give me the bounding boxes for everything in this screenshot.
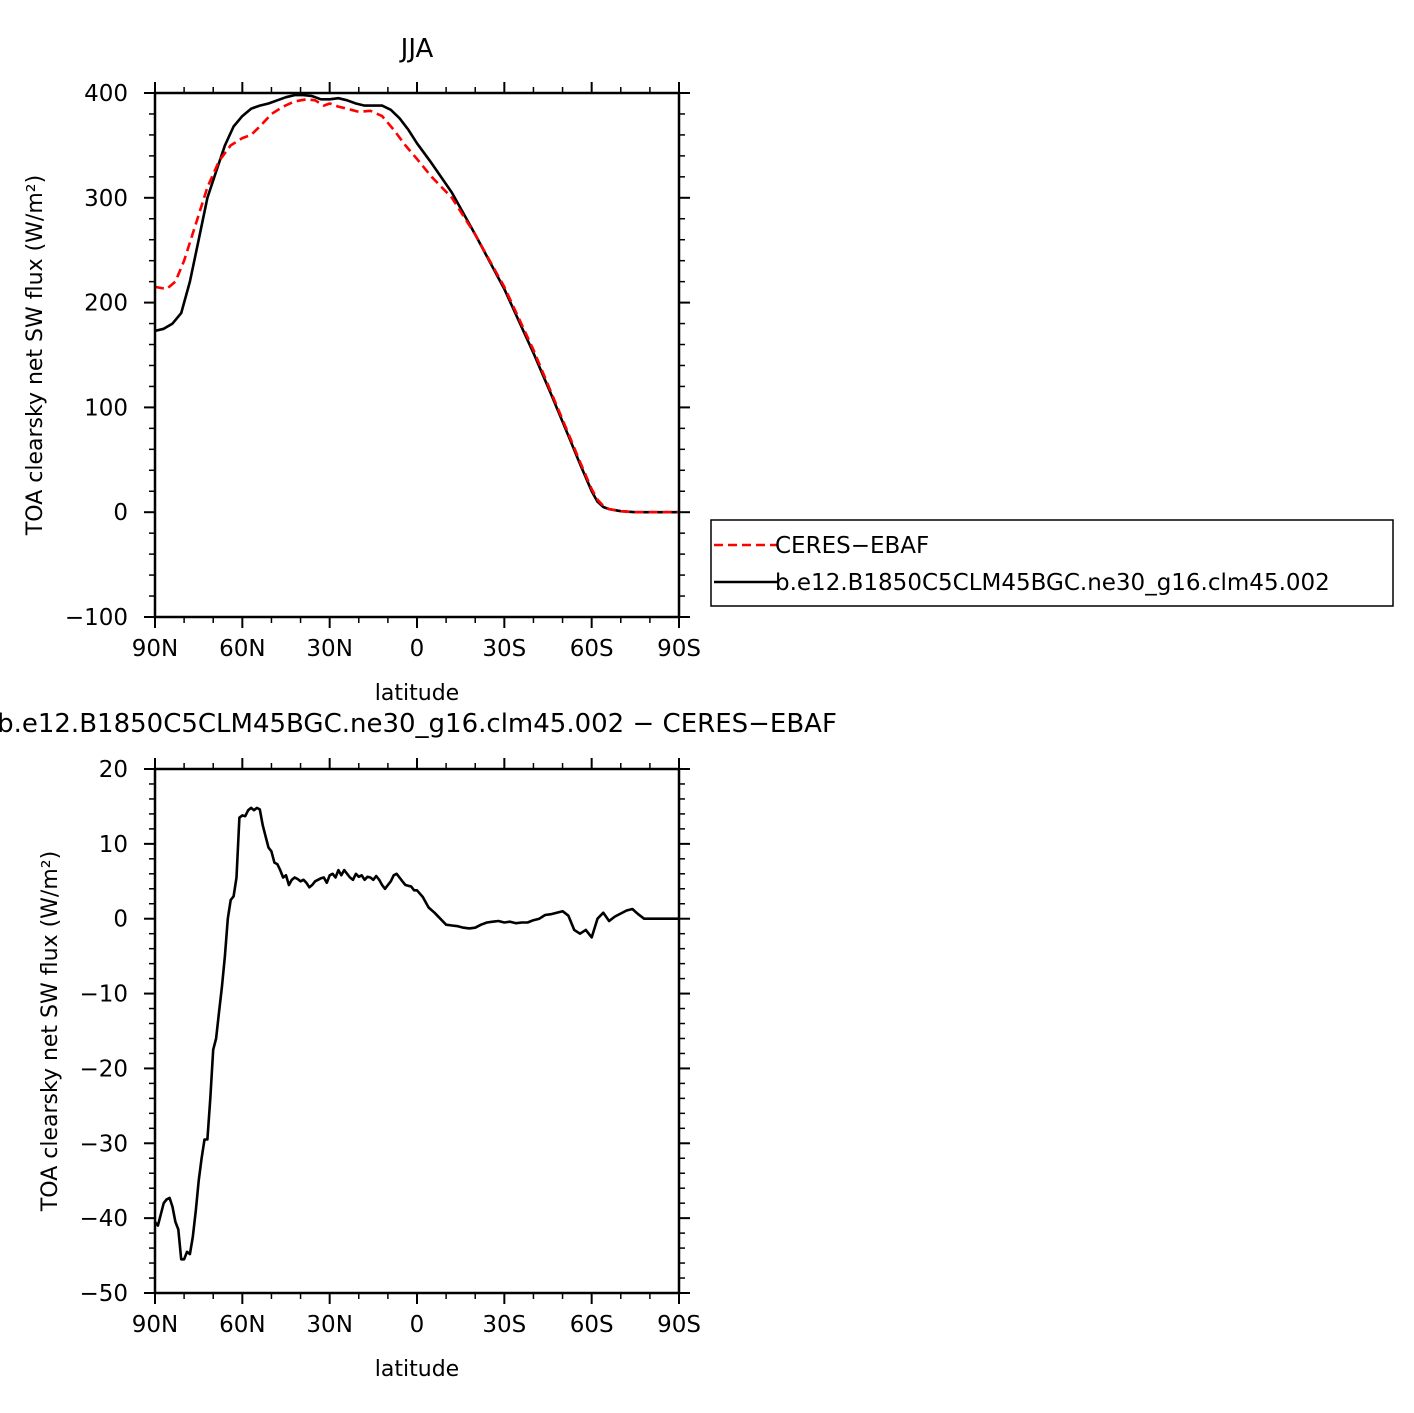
bottom-x-axis-label: latitude [375,1357,459,1382]
y-tick-label: −40 [79,1206,128,1232]
y-tick-label: −30 [79,1131,128,1157]
x-tick-label: 30N [306,636,352,662]
top-panel-title: JJA [399,34,434,64]
x-tick-label: 60N [219,636,265,662]
top-y-axis-label: TOA clearsky net SW flux (W/m²) [23,175,48,536]
y-tick-label: −20 [79,1056,128,1082]
x-tick-label: 60N [219,1312,265,1338]
x-tick-label: 90S [657,1312,701,1338]
x-tick-label: 60S [570,1312,614,1338]
x-tick-label: 30S [482,636,526,662]
series-line-difference [153,806,679,1261]
x-tick-label: 0 [410,636,425,662]
y-tick-label: 200 [84,291,128,317]
y-tick-label: 0 [113,500,128,526]
legend: CERES−EBAF b.e12.B1850C5CLM45BGC.ne30_g1… [710,519,1394,607]
legend-label-model: b.e12.B1850C5CLM45BGC.ne30_g16.clm45.002 [775,570,1330,596]
bottom-plot-area: 90N 60N 30N 0 30S 60S 90S −50 −40 −30 −20 −10 0 10 20 [79,757,700,1338]
top-x-axis-label: latitude [375,681,459,706]
x-tick-label: 90S [657,636,701,662]
y-tick-label: −10 [79,982,128,1008]
top-plot-frame [153,91,681,619]
bottom-plot-frame [153,767,681,1295]
y-tick-label: 300 [84,186,128,212]
legend-box [710,519,1394,607]
x-tick-label: 90N [132,1312,178,1338]
y-tick-label: 20 [99,757,128,783]
y-tick-label: −50 [79,1281,128,1307]
series-line-ceres-ebaf [154,98,679,514]
x-tick-label: 30S [482,1312,526,1338]
y-tick-label: 100 [84,395,128,421]
bottom-panel-title: b.e12.B1850C5CLM45BGC.ne30_g16.clm45.002… [0,709,837,739]
x-tick-label: 60S [570,636,614,662]
bottom-panel: b.e12.B1850C5CLM45BGC.ne30_g16.clm45.002… [0,709,837,1382]
y-tick-label: 10 [99,832,128,858]
y-tick-label: 0 [113,907,128,933]
x-tick-label: 0 [410,1312,425,1338]
top-plot-area: 90N 60N 30N 0 30S 60S 90S −100 0 100 200 300 400 [65,81,701,662]
x-tick-label: 90N [132,636,178,662]
top-panel: JJA 90N 60N 30N 0 30S 60S 90S −100 0 100 200 300 400… [23,34,701,706]
legend-label-ceres: CERES−EBAF [775,533,929,559]
bottom-y-axis-label: TOA clearsky net SW flux (W/m²) [38,851,63,1212]
x-tick-label: 30N [306,1312,352,1338]
y-tick-label: 400 [84,81,128,107]
y-tick-label: −100 [65,605,128,631]
